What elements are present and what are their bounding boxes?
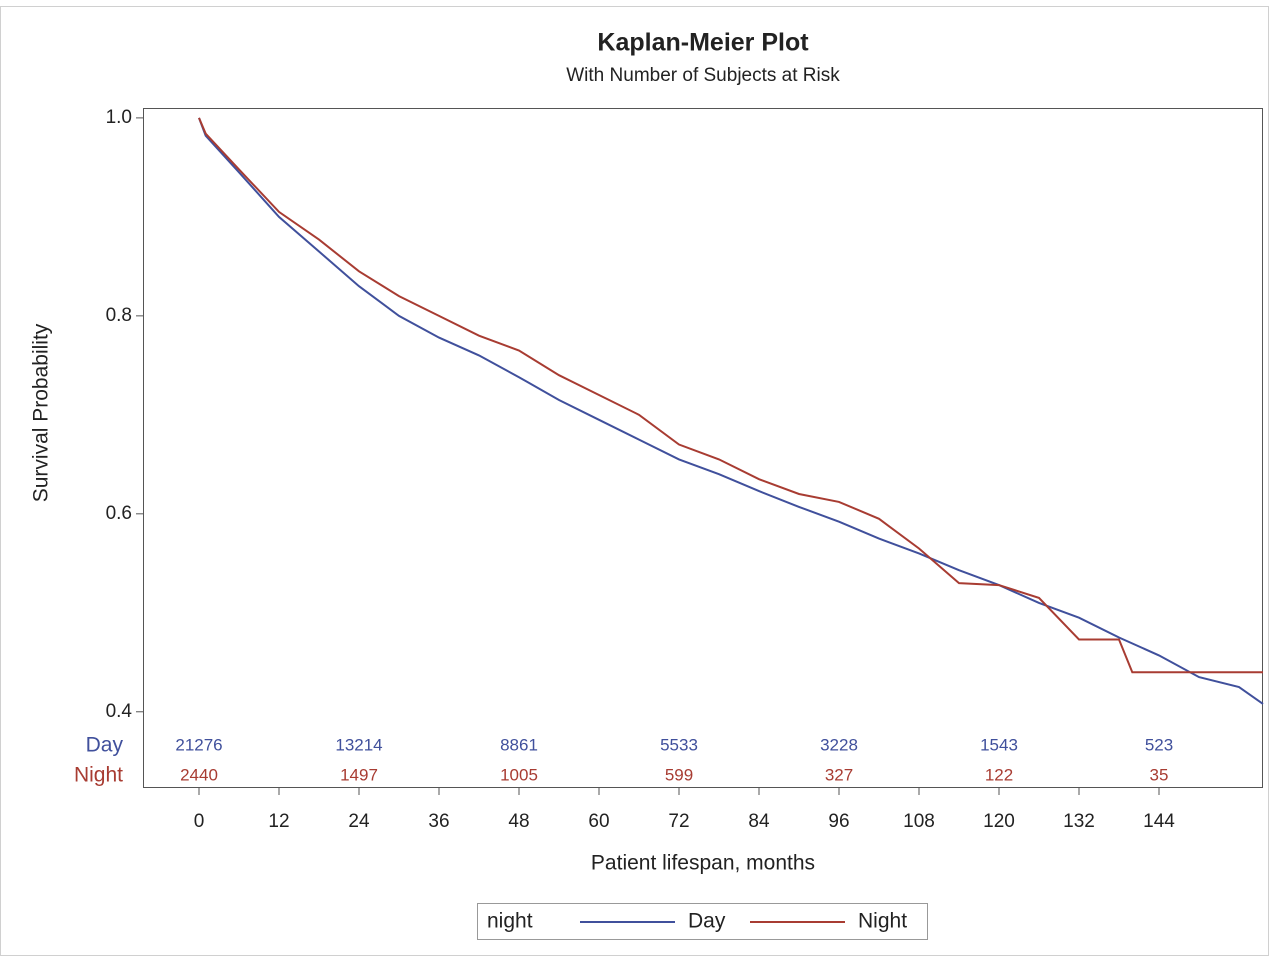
at-risk-count: 2440 bbox=[180, 765, 218, 784]
chart-subtitle: With Number of Subjects at Risk bbox=[566, 65, 840, 86]
y-tick-label: 1.0 bbox=[106, 107, 132, 128]
chart-title: Kaplan-Meier Plot bbox=[597, 29, 809, 57]
at-risk-count: 13214 bbox=[335, 735, 382, 754]
at-risk-count: 21276 bbox=[175, 735, 222, 754]
at-risk-count: 599 bbox=[665, 765, 693, 784]
x-tick-label: 36 bbox=[428, 811, 449, 832]
x-tick-label: 72 bbox=[668, 811, 689, 832]
x-tick-label: 108 bbox=[903, 811, 935, 832]
legend bbox=[477, 903, 928, 940]
at-risk-count: 523 bbox=[1145, 735, 1173, 754]
x-tick-label: 132 bbox=[1063, 811, 1095, 832]
x-tick-label: 96 bbox=[828, 811, 849, 832]
x-tick-label: 12 bbox=[268, 811, 289, 832]
plot-frame bbox=[143, 108, 1263, 788]
page-frame bbox=[0, 6, 1269, 956]
y-axis-label: Survival Probability bbox=[30, 323, 53, 502]
at-risk-count: 3228 bbox=[820, 735, 858, 754]
x-tick-label: 120 bbox=[983, 811, 1015, 832]
at-risk-count: 327 bbox=[825, 765, 853, 784]
survival-curve bbox=[198, 117, 1263, 674]
at-risk-count: 1005 bbox=[500, 765, 538, 784]
x-tick-label: 48 bbox=[508, 811, 529, 832]
y-tick-label: 0.4 bbox=[106, 701, 133, 722]
y-tick-label: 0.8 bbox=[106, 305, 132, 326]
survival-curve bbox=[198, 117, 1264, 705]
x-tick-label: 0 bbox=[194, 811, 205, 832]
at-risk-count: 8861 bbox=[500, 735, 538, 754]
legend-label: Night bbox=[858, 910, 907, 933]
legend-label: Day bbox=[688, 910, 726, 933]
x-axis-label: Patient lifespan, months bbox=[591, 852, 815, 875]
x-tick-label: 24 bbox=[348, 811, 370, 832]
x-tick-label: 84 bbox=[748, 811, 770, 832]
at-risk-count: 1543 bbox=[980, 735, 1018, 754]
at-risk-count: 5533 bbox=[660, 735, 698, 754]
risk-row-label: Day bbox=[86, 734, 124, 757]
y-tick-label: 0.6 bbox=[106, 503, 132, 524]
at-risk-count: 122 bbox=[985, 765, 1013, 784]
at-risk-count: 35 bbox=[1150, 765, 1169, 784]
legend-title: night bbox=[487, 910, 533, 933]
x-tick-label: 144 bbox=[1143, 811, 1175, 832]
risk-row-label: Night bbox=[74, 764, 123, 787]
x-tick-label: 60 bbox=[588, 811, 609, 832]
at-risk-count: 1497 bbox=[340, 765, 378, 784]
